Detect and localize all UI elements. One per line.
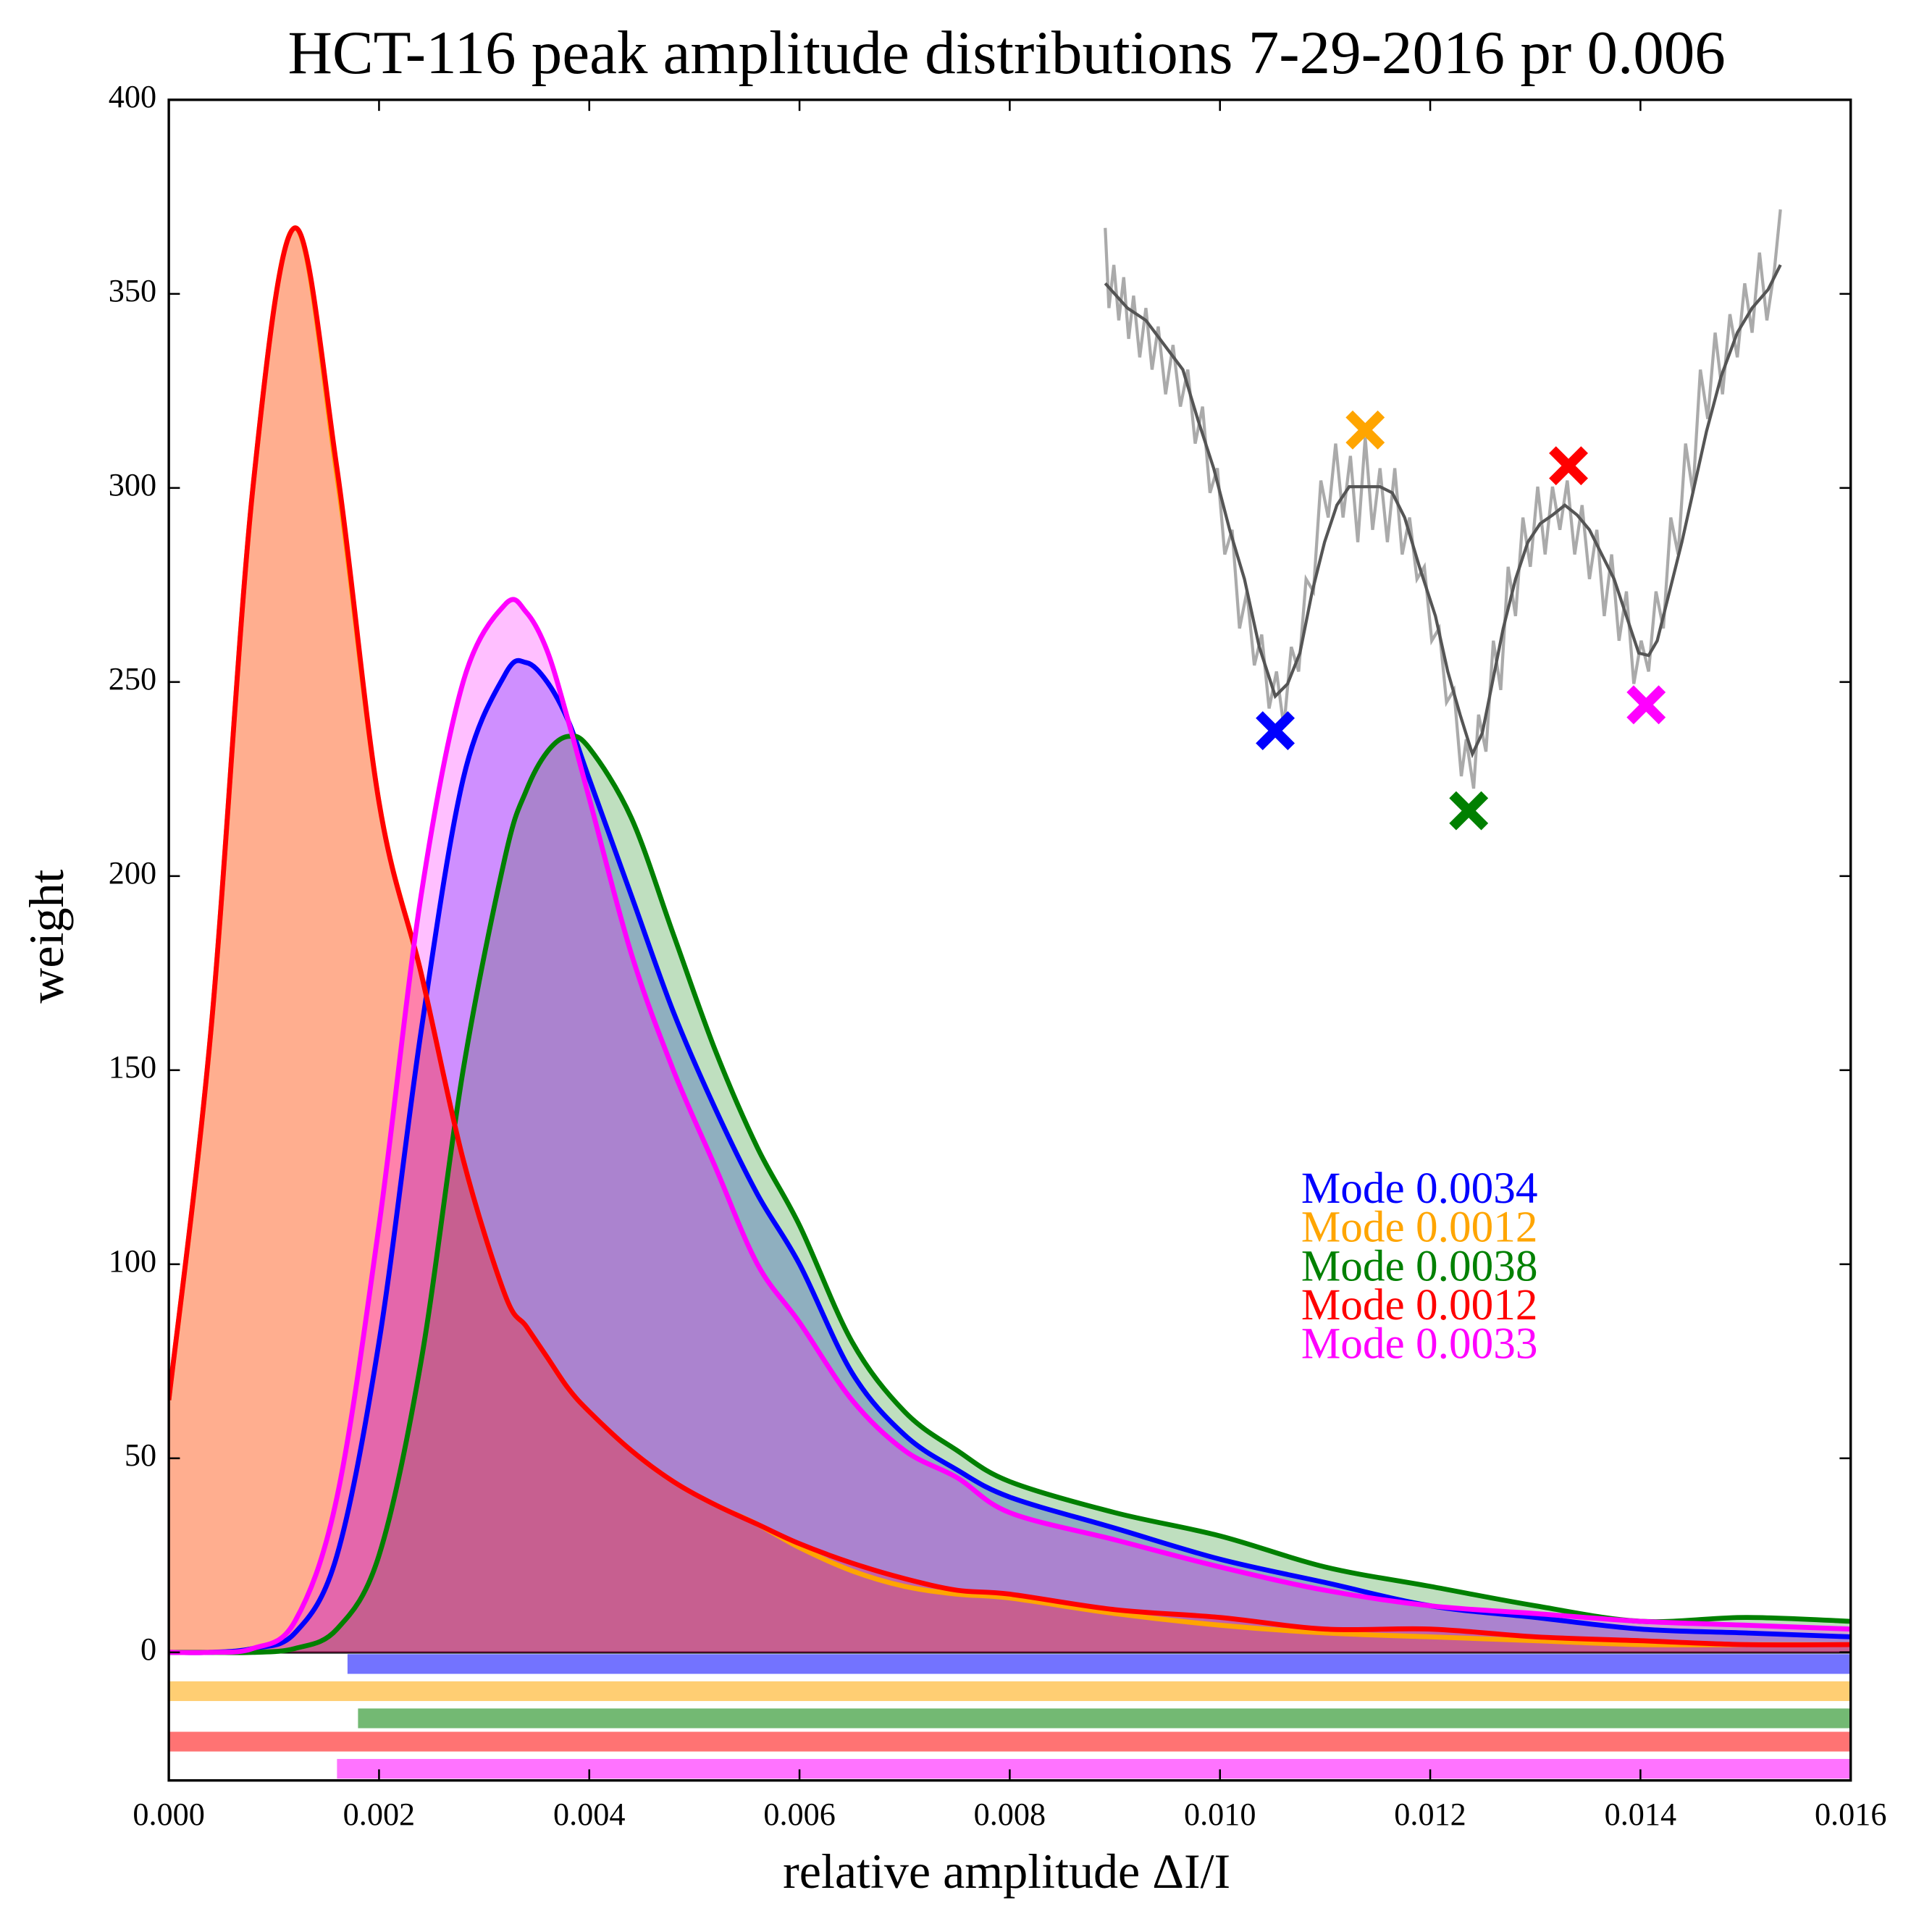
series-area [169, 227, 1851, 1652]
inset-marker [1345, 410, 1385, 450]
mode-annotation: Mode 0.0012 [1301, 1280, 1538, 1330]
rug-band [169, 1731, 1851, 1752]
rug-band [337, 1759, 1851, 1779]
x-tick-label: 0.006 [763, 1797, 836, 1832]
mode-annotation: Mode 0.0033 [1301, 1319, 1538, 1369]
rug-band [358, 1708, 1851, 1729]
mode-annotation: Mode 0.0012 [1301, 1203, 1538, 1252]
y-tick-label: 200 [109, 855, 156, 891]
inset-trace [1104, 209, 1782, 831]
x-tick-label: 0.010 [1184, 1797, 1256, 1832]
inset-marker [1449, 791, 1489, 831]
series-area [169, 736, 1851, 1653]
inset-markers [1256, 410, 1666, 831]
series-area [169, 660, 1851, 1653]
chart-title: HCT-116 peak amplitude distributions 7-2… [287, 19, 1725, 87]
y-tick-label: 350 [109, 273, 156, 308]
y-tick-label: 400 [109, 79, 156, 114]
inset-marker [1626, 685, 1666, 725]
x-tick-label: 0.000 [133, 1797, 205, 1832]
plot-area [169, 225, 1851, 1779]
y-tick-label: 300 [109, 467, 156, 503]
inset-marker [1549, 446, 1588, 486]
x-tick-label: 0.014 [1605, 1797, 1677, 1832]
series-line [169, 597, 1851, 1655]
y-tick-label: 100 [109, 1243, 156, 1279]
x-tick-label: 0.012 [1394, 1797, 1466, 1832]
x-tick-label: 0.016 [1815, 1797, 1887, 1832]
inset-smoothed-trace [1104, 264, 1782, 759]
y-tick-label: 0 [140, 1631, 156, 1667]
rug-band [169, 1681, 1851, 1702]
x-tick-label: 0.002 [343, 1797, 416, 1832]
x-axis-label: relative amplitude ΔI/I [783, 1844, 1230, 1899]
y-axis-label: weight [19, 869, 74, 1003]
y-tick-label: 150 [109, 1049, 156, 1085]
series-line [169, 225, 1851, 1647]
series-line [169, 658, 1851, 1655]
x-tick-label: 0.008 [974, 1797, 1046, 1832]
series-area [169, 600, 1851, 1653]
inset-marker [1256, 711, 1295, 750]
series-line [169, 733, 1851, 1655]
rug-band [347, 1654, 1851, 1674]
y-tick-label: 250 [109, 661, 156, 697]
mode-annotation: Mode 0.0038 [1301, 1241, 1538, 1290]
mode-annotation: Mode 0.0034 [1301, 1164, 1538, 1213]
series-area [169, 227, 1851, 1652]
y-tick-label: 50 [125, 1437, 156, 1473]
x-tick-label: 0.004 [553, 1797, 626, 1832]
